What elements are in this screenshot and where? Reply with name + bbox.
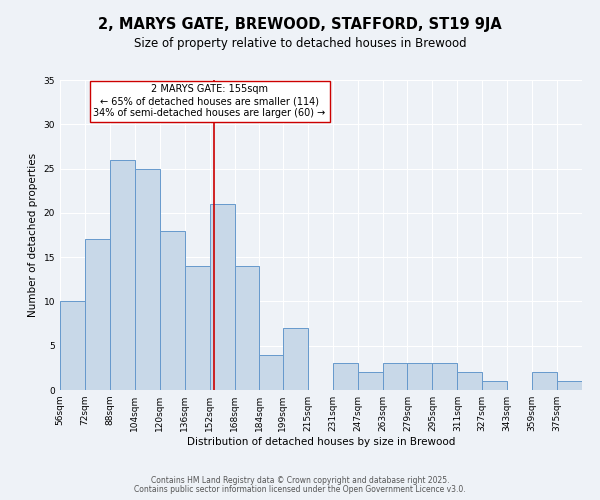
Bar — [407, 364, 433, 390]
Text: 2, MARYS GATE, BREWOOD, STAFFORD, ST19 9JA: 2, MARYS GATE, BREWOOD, STAFFORD, ST19 9… — [98, 18, 502, 32]
Bar — [259, 354, 283, 390]
Text: Contains public sector information licensed under the Open Government Licence v3: Contains public sector information licen… — [134, 484, 466, 494]
Bar — [135, 168, 160, 390]
Bar — [110, 160, 135, 390]
Bar — [235, 266, 259, 390]
Text: Size of property relative to detached houses in Brewood: Size of property relative to detached ho… — [134, 38, 466, 51]
Bar — [532, 372, 557, 390]
Bar — [457, 372, 482, 390]
Bar — [482, 381, 507, 390]
X-axis label: Distribution of detached houses by size in Brewood: Distribution of detached houses by size … — [187, 437, 455, 447]
Bar — [185, 266, 209, 390]
Bar — [209, 204, 235, 390]
Bar — [383, 364, 407, 390]
Bar — [433, 364, 457, 390]
Bar — [60, 302, 85, 390]
Text: 2 MARYS GATE: 155sqm
← 65% of detached houses are smaller (114)
34% of semi-deta: 2 MARYS GATE: 155sqm ← 65% of detached h… — [94, 84, 326, 117]
Bar — [557, 381, 582, 390]
Bar — [283, 328, 308, 390]
Bar — [85, 240, 110, 390]
Text: Contains HM Land Registry data © Crown copyright and database right 2025.: Contains HM Land Registry data © Crown c… — [151, 476, 449, 485]
Bar — [332, 364, 358, 390]
Bar — [358, 372, 383, 390]
Bar — [160, 230, 185, 390]
Y-axis label: Number of detached properties: Number of detached properties — [28, 153, 38, 317]
